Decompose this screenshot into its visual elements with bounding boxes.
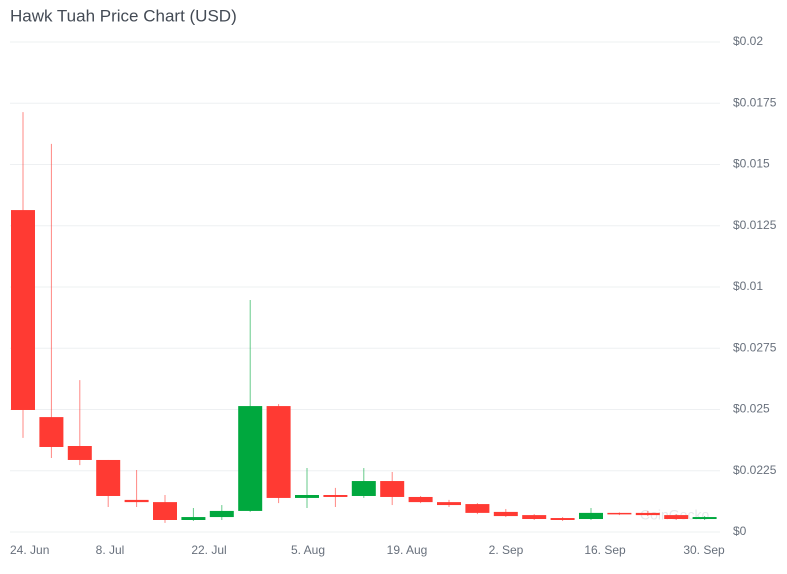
y-tick-label: $0.015 — [733, 157, 770, 171]
candle-body — [465, 504, 490, 513]
candle-body — [295, 495, 319, 498]
candle-body — [522, 515, 547, 520]
y-tick-label: $0.01 — [733, 279, 763, 293]
candle-body — [579, 512, 603, 520]
candle-body — [39, 417, 64, 447]
x-tick-label: 30. Sep — [683, 543, 725, 557]
candle-body — [323, 495, 348, 497]
candle-body — [266, 406, 291, 498]
x-tick-label: 2. Sep — [489, 543, 524, 557]
y-tick-label: $0.0175 — [733, 95, 777, 109]
candle-body — [238, 406, 263, 511]
candle-body — [607, 512, 632, 515]
candle-body — [408, 496, 433, 503]
candle-body — [209, 510, 234, 518]
x-tick-label: 22. Jul — [191, 543, 226, 557]
chart-title: Hawk Tuah Price Chart (USD) — [10, 6, 237, 25]
watermark: CoinGecko — [640, 507, 709, 523]
y-tick-label: $0.02 — [733, 34, 763, 48]
x-tick-label: 24. Jun — [10, 543, 49, 557]
candle-body — [153, 502, 177, 520]
x-tick-label: 19. Aug — [387, 543, 428, 557]
candle-body — [692, 517, 717, 520]
candle-body — [351, 481, 376, 496]
x-tick-label: 16. Sep — [584, 543, 626, 557]
y-tick-label: $0.0275 — [733, 340, 777, 354]
candle-body — [96, 459, 121, 496]
candle-body — [380, 481, 405, 497]
y-tick-label: $0 — [733, 524, 747, 538]
x-tick-label: 8. Jul — [96, 543, 125, 557]
candle-body — [181, 517, 206, 520]
candle-body — [11, 210, 35, 410]
candle-body — [664, 515, 689, 520]
candle-body — [493, 511, 518, 517]
candle-body — [67, 446, 92, 460]
y-tick-label: $0.025 — [733, 402, 770, 416]
y-tick-label: $0.0225 — [733, 463, 777, 477]
candle-body — [550, 518, 575, 520]
candle-body — [437, 502, 461, 506]
y-tick-label: $0.0125 — [733, 218, 777, 232]
candle-body — [124, 499, 149, 503]
candle-body — [635, 512, 660, 516]
x-tick-label: 5. Aug — [291, 543, 325, 557]
